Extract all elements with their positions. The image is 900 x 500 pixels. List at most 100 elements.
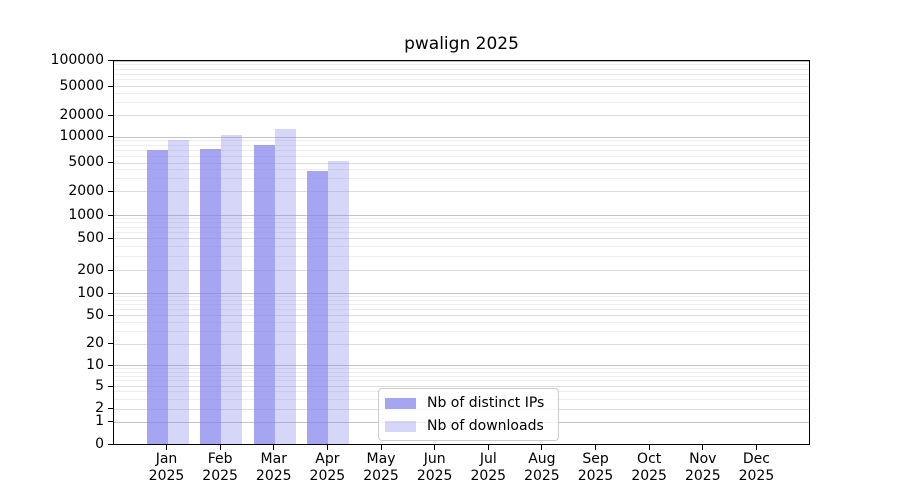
x-tick-label: Nov 2025 [684,451,721,484]
x-tick-mark [219,445,221,450]
x-tick-label: Aug 2025 [524,451,560,484]
legend-label: Nb of distinct IPs [427,395,545,411]
legend-swatch-downloads [385,420,416,432]
y-tick-label: 5000 [68,154,104,170]
y-tick-label: 200 [77,261,104,278]
bar-nb-of-distinct-ips [253,145,275,444]
y-tick-label: 0 [95,436,104,452]
gridline-labeled [114,162,809,164]
x-tick-mark [595,445,597,450]
gridline-labeled [114,238,809,239]
gridline-minor [114,79,809,81]
y-tick-mark [108,114,113,116]
gridline-minor [114,255,809,257]
gridline-labeled [114,115,809,116]
y-tick-label: 500 [77,229,104,246]
gridline-minor [114,231,809,233]
y-tick-mark [108,385,113,387]
x-tick-mark [648,445,650,450]
y-tick-label: 1000 [68,206,104,223]
gridline-labeled [114,315,809,316]
x-tick-mark [166,445,167,450]
gridline-major [114,293,809,294]
gridline-minor [114,149,809,151]
gridline-minor [114,368,809,370]
gridline-minor [114,155,809,157]
y-tick-mark [108,60,113,61]
y-tick-label: 100000 [50,52,104,68]
gridline-labeled [114,343,809,345]
x-tick-mark [487,445,489,450]
chart-title: pwalign 2025 [404,34,519,54]
y-tick-mark [108,421,113,422]
y-tick-mark [108,136,113,137]
y-tick-label: 50000 [59,77,104,94]
x-tick-label: Feb 2025 [202,451,238,484]
x-tick-label: Sep 2025 [577,451,614,484]
x-tick-label: Apr 2025 [309,451,346,484]
y-tick-mark [108,214,113,216]
x-tick-mark [434,445,436,450]
bar-nb-of-downloads [274,128,296,444]
x-tick-label: May 2025 [363,451,399,484]
bar-nb-of-downloads [328,161,350,444]
x-tick-mark [326,445,328,450]
gridline-major [114,61,809,62]
gridline-minor [114,296,809,298]
gridline-minor [114,304,809,306]
gridline-minor [114,300,809,302]
x-tick-label: Jun 2025 [416,451,453,484]
gridline-minor [114,380,809,382]
gridline-minor [114,93,809,95]
y-tick-mark [108,314,113,316]
y-tick-mark [108,292,113,294]
gridline-minor [114,169,809,171]
gridline-major [114,215,809,216]
y-tick-label: 10 [86,356,104,373]
gridline-minor [114,226,809,228]
y-tick-mark [108,364,113,366]
y-tick-label: 20 [86,335,104,351]
y-tick-mark [108,444,113,445]
gridline-minor [114,144,809,146]
bar-nb-of-distinct-ips [200,149,222,444]
x-tick-label: Mar 2025 [255,451,292,484]
y-tick-mark [108,343,113,344]
y-tick-mark [108,190,113,192]
y-tick-label: 2000 [68,182,104,199]
y-tick-label: 5 [95,377,104,394]
bar-nb-of-distinct-ips [307,171,329,444]
x-tick-label: Oct 2025 [631,451,667,484]
gridline-major [114,365,809,366]
y-tick-mark [108,408,113,409]
bar-nb-of-downloads [167,140,189,444]
gridline-minor [114,371,809,373]
gridline-minor [114,309,809,311]
bar-nb-of-distinct-ips [146,150,168,444]
y-tick-label: 10000 [59,128,104,144]
gridline-minor [114,178,809,180]
gridline-minor [114,73,809,75]
y-tick-label: 100 [77,284,104,301]
y-tick-label: 2 [95,400,104,416]
legend-row: Nb of downloads [385,417,544,435]
gridline-labeled [114,270,809,271]
legend-row: Nb of distinct IPs [385,394,544,412]
gridline-minor [114,375,809,377]
gridline-labeled [114,191,809,192]
x-tick-mark [702,445,704,450]
y-tick-label: 50 [86,306,104,323]
gridline-minor [114,321,809,323]
x-tick-mark [755,445,757,450]
bar-nb-of-downloads [221,134,243,444]
gridline-minor [114,102,809,104]
plot-area [113,60,810,445]
x-tick-label: Jul 2025 [470,451,507,484]
gridline-minor [114,64,809,66]
gridline-minor [114,330,809,332]
y-tick-label: 1 [95,413,104,429]
gridline-minor [114,218,809,220]
x-tick-mark [273,445,275,450]
legend-label: Nb of downloads [427,418,544,434]
